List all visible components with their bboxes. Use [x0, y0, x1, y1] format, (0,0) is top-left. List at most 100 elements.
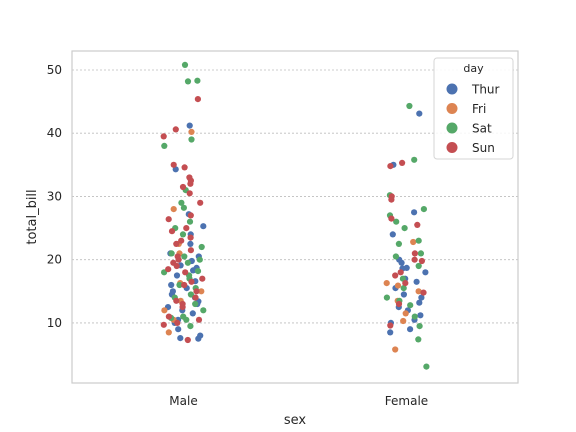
point-fri	[394, 282, 402, 289]
point-sat	[180, 204, 187, 211]
point-sun	[392, 272, 399, 279]
point-sat	[187, 323, 194, 330]
point-sat	[176, 281, 183, 289]
point-sun	[179, 183, 187, 191]
point-sat	[198, 243, 205, 251]
point-fri	[165, 329, 172, 336]
point-sat	[200, 307, 207, 314]
point-sat	[395, 240, 402, 247]
point-sun	[168, 228, 176, 235]
point-sun	[182, 269, 189, 276]
point-sun	[165, 266, 172, 273]
point-sun	[387, 322, 394, 329]
point-sun	[172, 126, 179, 133]
x-tick-labels: Male Female	[169, 394, 428, 408]
point-thur	[173, 272, 181, 279]
point-sat	[417, 250, 424, 257]
point-thur	[177, 335, 184, 342]
point-sat	[196, 256, 203, 263]
point-sun	[160, 133, 167, 140]
point-sun	[187, 234, 194, 241]
point-thur	[168, 281, 175, 289]
point-sat	[181, 253, 188, 260]
point-sun	[187, 247, 194, 254]
point-sun	[411, 250, 418, 257]
point-thur	[400, 291, 407, 298]
point-sun	[160, 321, 167, 328]
point-fri	[410, 238, 417, 246]
point-fri	[170, 206, 177, 213]
point-sat	[420, 206, 427, 213]
point-sat	[187, 291, 194, 298]
point-sun	[194, 96, 201, 103]
point-sun	[183, 225, 190, 232]
point-sat	[392, 253, 399, 260]
point-sat	[192, 300, 199, 308]
point-thur	[200, 223, 207, 230]
legend-marker-thur	[446, 83, 458, 95]
point-sat	[415, 336, 422, 343]
point-sun	[187, 212, 194, 219]
point-sun	[411, 256, 418, 263]
point-thur	[186, 122, 193, 129]
point-sun	[388, 196, 395, 203]
point-thur	[187, 240, 194, 247]
point-sun	[165, 216, 172, 223]
point-sun	[173, 262, 180, 270]
legend-marker-sat	[446, 122, 458, 134]
point-sat	[184, 259, 191, 266]
point-sun	[178, 237, 185, 244]
point-sun	[414, 221, 421, 228]
point-thur	[411, 209, 418, 216]
point-sat	[383, 294, 390, 301]
point-sun	[402, 280, 409, 287]
point-sun	[175, 256, 182, 263]
point-sun	[195, 316, 203, 323]
y-tick-label: 20	[47, 253, 62, 267]
point-sat	[194, 268, 202, 275]
point-sun	[418, 257, 425, 265]
point-sat	[407, 302, 414, 309]
point-sat	[393, 218, 400, 225]
point-thur	[398, 259, 405, 266]
point-sat	[184, 78, 192, 85]
y-tick-label: 10	[47, 316, 62, 330]
point-thur	[389, 231, 396, 238]
point-thur	[175, 326, 182, 333]
point-sat	[406, 102, 413, 110]
point-fri	[415, 288, 422, 295]
point-sun	[181, 164, 188, 171]
legend-label-sun: Sun	[472, 141, 495, 155]
point-sun	[173, 297, 180, 304]
point-thur	[407, 326, 414, 333]
point-sat	[416, 323, 423, 330]
point-sun	[186, 190, 193, 197]
legend-label-sat: Sat	[472, 122, 492, 136]
point-sun	[187, 180, 194, 187]
data-points	[160, 61, 430, 370]
point-sat	[188, 136, 195, 143]
point-sat	[411, 156, 418, 163]
point-sat	[411, 313, 418, 320]
point-fri	[392, 346, 399, 353]
point-sat	[178, 199, 185, 206]
point-sun	[199, 275, 206, 282]
point-thur	[422, 269, 429, 276]
y-tick-labels: 10 20 30 40 50	[47, 63, 62, 330]
point-sun	[192, 294, 199, 301]
point-sun	[184, 336, 191, 344]
point-thur	[387, 329, 394, 336]
point-sat	[179, 231, 187, 238]
legend-title: day	[463, 62, 484, 75]
point-sun	[188, 278, 195, 285]
point-sun	[387, 163, 394, 170]
point-fri	[383, 280, 390, 287]
point-fri	[161, 307, 168, 314]
point-thur	[417, 312, 424, 319]
point-thur	[195, 335, 202, 342]
point-sun	[388, 215, 395, 222]
point-thur	[189, 310, 196, 317]
point-sat	[168, 250, 175, 257]
x-tick-label: Male	[169, 394, 197, 408]
